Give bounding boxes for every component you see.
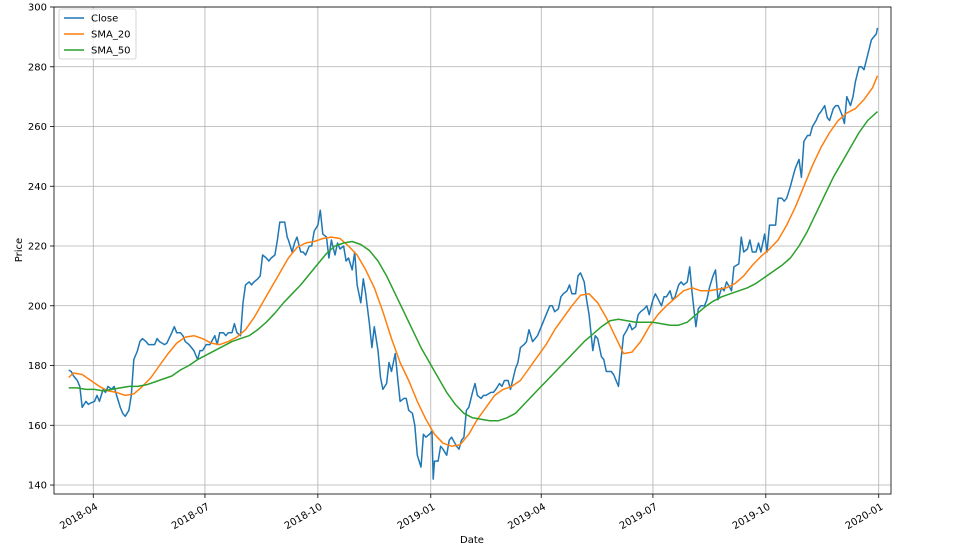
x-axis-label: Date bbox=[460, 535, 484, 546]
y-axis-label: Price bbox=[14, 238, 25, 262]
series-line-sma-20 bbox=[68, 75, 879, 447]
y-axis: 140 160 180 200 220 240 260 280 300 bbox=[28, 3, 54, 492]
y-tick-label: 280 bbox=[28, 62, 47, 73]
series-line-sma-50 bbox=[68, 111, 879, 422]
legend-box bbox=[58, 8, 137, 60]
y-tick-label: 260 bbox=[28, 122, 47, 133]
y-tick-label: 160 bbox=[28, 421, 47, 432]
y-tick-label: 140 bbox=[28, 481, 47, 492]
y-tick-label: 200 bbox=[28, 301, 47, 312]
legend-label: SMA_20 bbox=[91, 30, 131, 41]
legend: Close SMA_20 SMA_50 bbox=[58, 8, 137, 60]
y-tick-label: 220 bbox=[28, 242, 47, 253]
y-tick-label: 240 bbox=[28, 182, 47, 193]
y-tick-label: 180 bbox=[28, 361, 47, 372]
plot-frame bbox=[53, 6, 892, 495]
legend-label: SMA_50 bbox=[91, 46, 131, 57]
y-tick-label: 300 bbox=[28, 3, 47, 14]
series-layer bbox=[68, 27, 879, 480]
series-line-close bbox=[68, 27, 879, 480]
legend-label: Close bbox=[91, 14, 118, 25]
